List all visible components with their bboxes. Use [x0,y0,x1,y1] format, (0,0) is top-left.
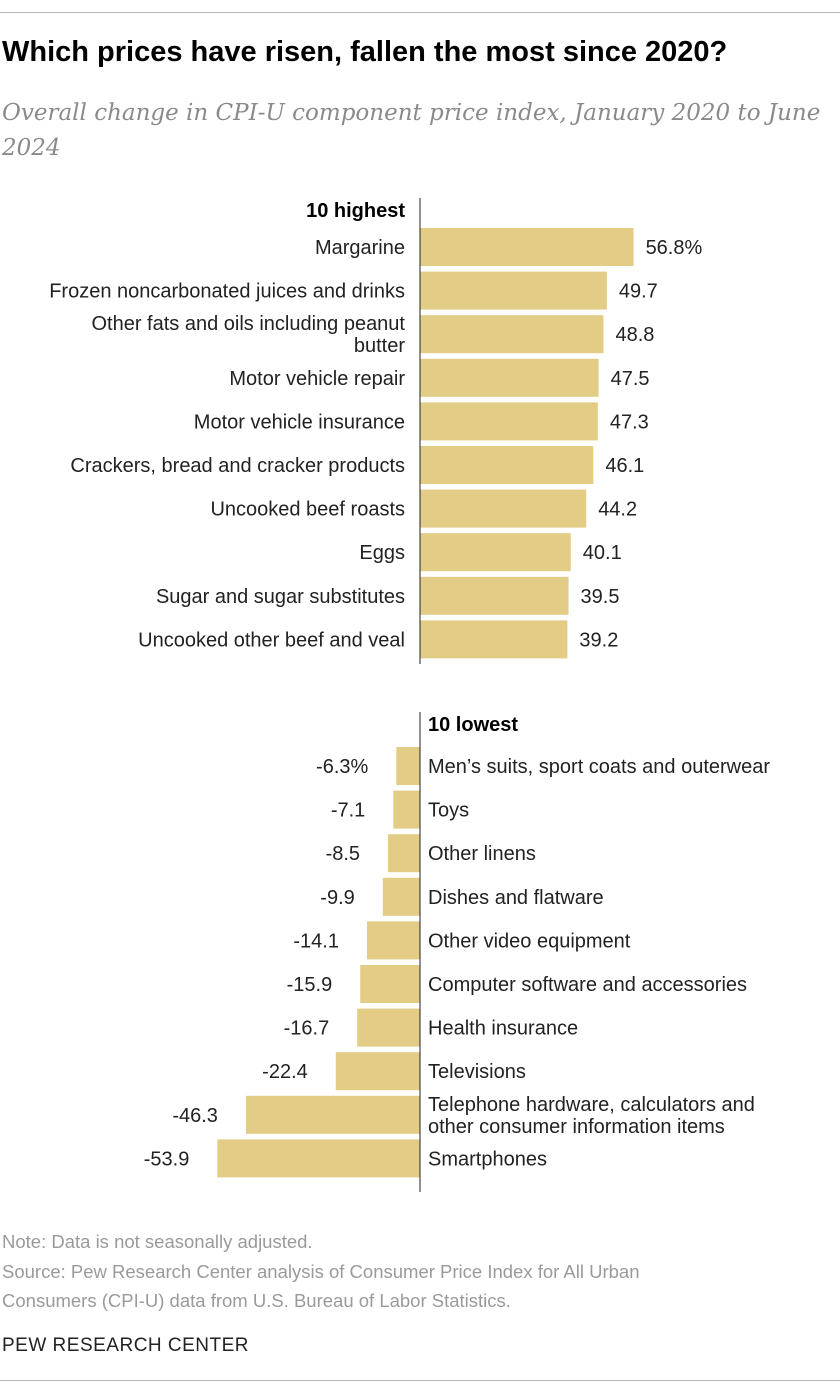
bar-0-5 [420,446,594,484]
bottom-rule [0,1380,840,1381]
value-label-0-4: 47.3 [610,411,649,433]
category-label-0-5: Crackers, bread and cracker products [70,455,405,477]
bar-1-7 [335,1052,420,1091]
value-label-0-6: 44.2 [598,499,637,521]
bar-1-4 [366,921,420,960]
value-label-0-3: 47.5 [611,368,650,390]
category-label-0-2: Other fats and oils including peanut butt… [91,313,405,357]
bar-1-2 [388,834,420,873]
value-label-0-5: 46.1 [605,455,644,477]
value-label-1-4: -14.1 [293,930,339,952]
value-label-1-7: -22.4 [262,1061,308,1083]
category-label-0-0: Margarine [315,237,405,259]
bar-1-6 [357,1008,420,1047]
category-label-0-1: Frozen noncarbonated juices and drinks [49,281,405,303]
chart-source-line-1: Source: Pew Research Center analysis of … [2,1261,640,1282]
category-label-0-9: Uncooked other beef and veal [138,629,405,651]
value-label-0-2: 48.8 [615,324,654,346]
category-label-1-7: Televisions [428,1061,526,1083]
value-label-1-5: -15.9 [287,974,333,996]
value-label-1-9: -53.9 [144,1148,190,1170]
chart-source-line-2: Consumers (CPI-U) data from U.S. Bureau … [2,1290,511,1311]
category-label-0-3: Motor vehicle repair [229,368,405,390]
bar-1-3 [382,877,420,916]
bar-0-8 [420,576,569,615]
bar-0-3 [420,358,599,397]
category-label-1-6: Health insurance [428,1018,578,1040]
section-heading-0: 10 highest [306,200,405,222]
bar-1-5 [360,965,420,1003]
chart-note: Note: Data is not seasonally adjusted. [2,1231,313,1252]
category-label-0-7: Eggs [359,542,405,564]
category-label-0-4: Motor vehicle insurance [194,411,405,433]
brand-logo-text: PEW RESEARCH CENTER [2,1335,250,1356]
value-label-1-0: -6.3% [316,756,368,778]
section-heading-1: 10 lowest [428,714,518,736]
value-label-0-0: 56.8% [646,237,703,259]
category-label-1-8: Telephone hardware, calculators and other… [428,1094,755,1138]
value-label-0-7: 40.1 [583,542,622,564]
value-label-0-9: 39.2 [579,629,618,651]
category-label-1-1: Toys [428,800,469,822]
category-label-0-6: Uncooked beef roasts [210,499,405,521]
value-label-1-8: -46.3 [172,1105,218,1127]
bar-0-6 [420,489,587,528]
bar-0-0 [420,228,634,266]
category-label-0-8: Sugar and sugar substitutes [156,586,405,608]
category-label-1-4: Other video equipment [428,930,631,952]
bar-1-0 [396,747,420,785]
bar-0-2 [420,315,604,354]
chart-title: Which prices have risen, fallen the most… [2,36,728,68]
top-rule [0,12,840,13]
value-label-0-1: 49.7 [619,281,658,303]
value-label-1-1: -7.1 [331,800,365,822]
bar-0-4 [420,402,598,441]
category-label-1-2: Other linens [428,843,536,865]
value-label-1-2: -8.5 [326,843,360,865]
bar-1-8 [245,1095,420,1134]
bar-0-7 [420,533,571,572]
category-label-1-9: Smartphones [428,1148,547,1170]
category-label-1-5: Computer software and accessories [428,974,747,996]
value-label-1-6: -16.7 [284,1018,330,1040]
value-label-0-8: 39.5 [581,586,620,608]
bar-chart: 10 highest Margarine 56.8% Frozen noncarbon… [49,198,770,1192]
bar-0-9 [420,620,568,659]
chart-subtitle: Overall change in CPI-U component price … [2,100,821,161]
bar-0-1 [420,271,607,310]
bar-1-9 [217,1139,420,1178]
value-label-1-3: -9.9 [320,887,354,909]
category-label-1-0: Men’s suits, sport coats and outerwear [428,756,770,778]
bar-1-1 [393,790,420,829]
category-label-1-3: Dishes and flatware [428,887,604,909]
